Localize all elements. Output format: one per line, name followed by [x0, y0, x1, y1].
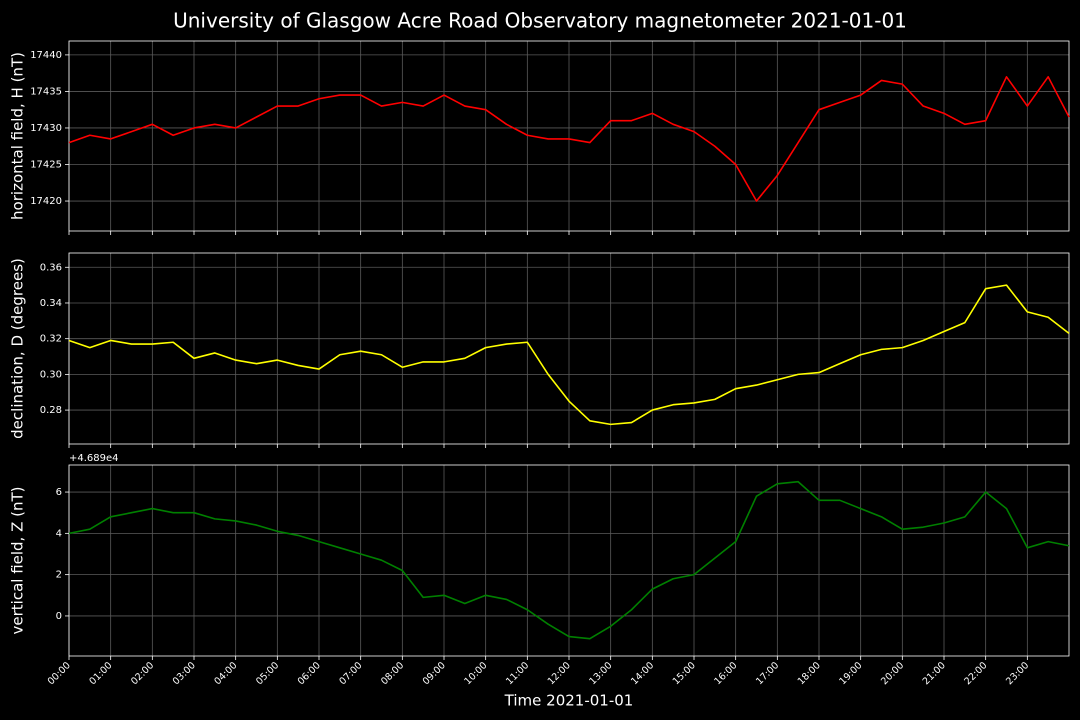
x-tick-label: 14:00 [629, 660, 656, 687]
x-tick-label: 12:00 [546, 660, 573, 687]
data-line [68, 76, 1070, 202]
offset-text: +4.689e4 [69, 453, 119, 464]
x-axis-label: Time 2021-01-01 [504, 692, 634, 710]
y-tick-label: 0.28 [40, 405, 62, 416]
chart-title: University of Glasgow Acre Road Observat… [173, 9, 907, 33]
x-tick-label: 10:00 [462, 660, 489, 687]
y-tick-label: 6 [56, 487, 62, 498]
x-tick-label: 07:00 [337, 660, 364, 687]
y-tick-label: 17425 [30, 160, 62, 171]
x-tick-label: 19:00 [837, 660, 864, 687]
x-tick-label: 01:00 [87, 660, 114, 687]
y-tick-label: 0 [56, 611, 62, 622]
y-tick-label: 0.30 [40, 369, 62, 380]
data-line [68, 284, 1070, 426]
y-tick-label: 17440 [30, 50, 62, 61]
x-tick-label: 16:00 [712, 660, 739, 687]
x-tick-label: 13:00 [587, 660, 614, 687]
y-tick-label: 0.34 [40, 298, 62, 309]
y-tick-label: 2 [56, 570, 62, 581]
y-tick-label: 4 [56, 528, 62, 539]
x-tick-label: 09:00 [421, 660, 448, 687]
x-tick-label: 05:00 [254, 660, 281, 687]
x-tick-label: 06:00 [296, 660, 323, 687]
x-tick-label: 02:00 [129, 660, 156, 687]
x-tick-label: 17:00 [754, 660, 781, 687]
y-tick-label: 0.36 [40, 262, 62, 273]
data-line [68, 480, 1070, 640]
x-tick-label: 08:00 [379, 660, 406, 687]
y-tick-label: 17435 [30, 86, 62, 97]
x-tick-label: 20:00 [879, 660, 906, 687]
y-tick-label: 0.32 [40, 334, 62, 345]
y-axis-label: declination, D (degrees) [9, 258, 27, 439]
plot-frame [68, 252, 1070, 445]
y-axis-label: vertical field, Z (nT) [9, 486, 27, 634]
x-tick-label: 03:00 [171, 660, 198, 687]
x-tick-label: 18:00 [796, 660, 823, 687]
plot-frame [68, 464, 1070, 657]
plot-frame [68, 40, 1070, 232]
x-tick-label: 22:00 [962, 660, 989, 687]
y-tick-label: 17430 [30, 123, 62, 134]
x-tick-label: 00:00 [46, 660, 73, 687]
x-tick-label: 04:00 [212, 660, 239, 687]
x-tick-label: 11:00 [504, 660, 531, 687]
x-tick-label: 23:00 [1004, 660, 1031, 687]
y-axis-label: horizontal field, H (nT) [9, 52, 27, 220]
x-tick-label: 21:00 [921, 660, 948, 687]
y-tick-label: 17420 [30, 196, 62, 207]
x-tick-label: 15:00 [671, 660, 698, 687]
